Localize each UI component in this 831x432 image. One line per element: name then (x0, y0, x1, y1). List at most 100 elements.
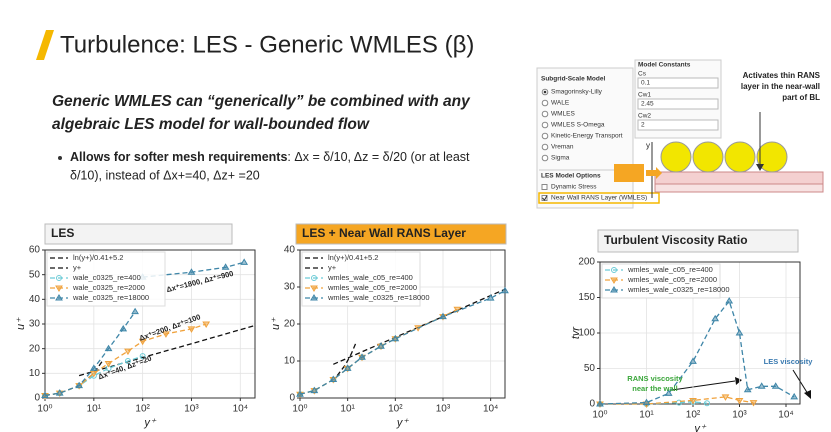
y-tick-label: 40 (284, 245, 296, 256)
marker (221, 263, 230, 270)
marker (610, 277, 618, 284)
legend-label: wmles_wale_c0325_re=18000 (627, 285, 730, 294)
annotation: Δx⁺=1800, Δz⁺=900 (165, 269, 234, 294)
marker (757, 382, 766, 389)
series-line (78, 324, 256, 377)
constant-field (637, 119, 719, 131)
radio-label: Kinetic-Energy Transport (551, 133, 623, 140)
legend-label: wmles_wale_c05_re=2000 (327, 283, 417, 292)
x-tick-label: 10³ (184, 404, 199, 415)
marker (89, 364, 98, 371)
marker (486, 294, 495, 301)
x-tick-label: 10⁰ (37, 404, 52, 415)
marker (139, 353, 146, 360)
x-axis-label: y⁺ (396, 417, 410, 429)
chart-title-box (597, 229, 799, 253)
x-axis-label: y⁺ (693, 423, 707, 432)
legend-label: wale_c0325_re=2000 (72, 283, 145, 292)
x-tick-label: 10⁰ (592, 410, 607, 421)
marker (55, 285, 63, 292)
marker (104, 360, 113, 368)
gui-heading: Model Constants (638, 62, 691, 69)
checkbox-label: Dynamic Stress (551, 184, 597, 191)
annotation-arrowhead (735, 377, 742, 385)
checkbox-label: Near Wall RANS Layer (WMLES) (551, 195, 647, 202)
check (542, 195, 548, 201)
y-tick-label: 20 (29, 343, 41, 354)
gui-heading: Subgrid-Scale Model (541, 76, 605, 83)
rans-box (614, 164, 644, 182)
x-tick-label: 10⁰ (292, 404, 307, 415)
chart-title: Turbulent Viscosity Ratio (604, 233, 748, 247)
legend-label: wmles_wale_c05_re=2000 (627, 275, 717, 284)
radio (541, 110, 549, 118)
wall (654, 183, 824, 193)
marker (676, 399, 683, 406)
legend-label: wmles_wale_c0325_re=18000 (327, 293, 430, 302)
series-line (44, 355, 143, 397)
marker (439, 312, 447, 320)
marker (310, 285, 318, 292)
chart-title: LES + Near Wall RANS Layer (302, 226, 466, 240)
marker (689, 357, 697, 364)
marker (41, 391, 49, 399)
annotation: near the wall (632, 384, 677, 393)
rans-layer (654, 171, 824, 185)
x-tick-label: 10⁴ (778, 410, 793, 421)
marker (240, 258, 249, 265)
legend-label: y+ (328, 263, 337, 272)
radio-label: Sigma (551, 155, 570, 162)
axis-label: y (646, 141, 650, 150)
radio (541, 154, 549, 162)
eddy (660, 141, 692, 173)
annotation: RANS viscosity (627, 374, 683, 383)
marker (377, 342, 385, 349)
marker (703, 400, 710, 407)
radio-label: Smagorinsky-Lilly (551, 89, 603, 96)
marker (642, 398, 651, 406)
plot-frame (599, 261, 801, 405)
y-tick-label: 60 (29, 245, 41, 256)
annotation: LES viscosity (764, 357, 814, 366)
series-line (600, 401, 708, 405)
marker (329, 375, 338, 382)
marker (89, 370, 98, 378)
eddy (692, 141, 724, 173)
rans-arrow (646, 167, 662, 179)
constant-value: 0.1 (641, 80, 650, 87)
x-tick-label: 10² (686, 410, 701, 421)
legend-label: wmles_wale_c05_re=400 (627, 265, 713, 274)
marker (790, 392, 799, 400)
marker (358, 353, 366, 360)
slide-title: Turbulence: LES - Generic WMLES (β) (60, 31, 474, 58)
constant-value: 2.45 (641, 101, 654, 108)
y-tick-label: 50 (584, 363, 596, 374)
y-axis-label: u⁺ (270, 317, 282, 330)
legend-label: wmles_wale_c05_re=400 (327, 273, 413, 282)
x-tick-label: 10¹ (340, 404, 355, 415)
marker (56, 275, 62, 281)
marker (711, 314, 720, 322)
legend-label: ln(y+)/0.41+5.2 (328, 253, 378, 262)
y-tick-label: 10 (284, 356, 296, 367)
constant-name: Cw1 (638, 92, 651, 99)
radio-dot (543, 90, 547, 94)
x-tick-label: 10¹ (87, 404, 102, 415)
chart-title-box (295, 223, 507, 245)
radio-label: WALE (551, 100, 570, 107)
series-line (333, 288, 506, 365)
marker (119, 324, 128, 332)
marker (55, 294, 63, 301)
x-tick-label: 10² (388, 404, 403, 415)
marker (104, 344, 113, 352)
marker (664, 389, 673, 396)
marker (501, 286, 509, 294)
series-line (599, 299, 795, 405)
marker (131, 307, 139, 315)
marker (310, 294, 318, 301)
legend-box (46, 251, 166, 307)
marker (610, 286, 618, 293)
legend-label: y+ (73, 263, 82, 272)
marker (771, 382, 780, 389)
y-tick-label: 200 (578, 257, 595, 268)
